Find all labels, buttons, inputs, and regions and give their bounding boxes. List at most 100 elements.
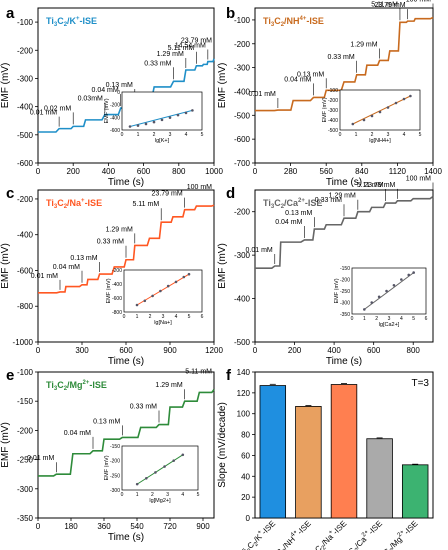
inset-x-tick-label: 1 [136,314,139,320]
inset-point [154,471,157,474]
y-tick-label: -500 [17,131,34,140]
y-tick-label: -200 [17,46,34,55]
inset-x-tick-label: 1 [363,316,366,322]
inset-point [182,275,186,279]
inset-y-tick-label: -150 [110,444,120,450]
panel-title: Ti3C2/K+-ISE [46,16,97,28]
x-tick-label: 300 [75,346,89,355]
bar [330,384,358,519]
inset-x-tick-label: 2 [371,132,374,138]
concentration-label: 0.13 mM [93,418,120,425]
inset-y-tick-label: -250 [340,289,350,295]
inset-point [386,106,390,109]
inset-y-tick-label: -600 [112,296,122,302]
panel-letter: d [226,185,235,202]
x-tick-label: 400 [102,167,116,176]
inset-point [172,459,175,462]
inset-x-tick-label: 5 [201,132,204,138]
inset-calibration: 0 1 2 3 4 5 -600 -400 -200 0 lg[K+] EMF (mV) [104,90,204,144]
inset-fit-line [129,109,193,128]
concentration-label: 1.29 mM [155,382,182,389]
inset-x-tick-label: 4 [185,132,188,138]
y-tick-label: 40 [241,472,250,481]
inset-x-tick-label: 3 [162,314,165,320]
inset-y-tick-label: -400 [112,282,122,288]
inset-point [377,295,381,299]
inset-point [181,453,185,457]
inset-x-tick-label: 2 [151,492,154,498]
inset-calibration: 0 1 2 3 4 5 6 -800 -600 -400 -200 lg[Na+] EMF (mV) [106,268,204,326]
concentration-label: 1.29 mM [157,51,184,58]
x-tick-label: 900 [163,346,177,355]
y-tick-label: 60 [241,451,250,460]
y-tick-label: -200 [234,40,251,49]
inset-point [351,122,355,126]
x-tick-label: 800 [407,346,421,355]
concentration-label: 0.01 mM [27,455,54,462]
concentration-label: 5.11 mM [132,201,159,208]
inset-point [151,294,154,298]
inset-point [176,113,180,117]
concentration-label: 0.04 mM [64,430,91,437]
y-tick-label: 0 [246,514,251,523]
inset-point [168,116,172,119]
x-tick-label: 280 [284,167,298,176]
x-tick-label: 0 [253,346,258,355]
inset-x-tick-label: 2 [149,314,152,320]
inset-x-tick-label: 5 [419,132,422,138]
inset-calibration: 0 1 2 3 4 5 -300 -250 -200 -150 lg[Mg2+] EMF (mV) [104,444,200,504]
inset-y-tick-label: -800 [112,310,122,316]
concentration-label: 0.33 mM [144,60,171,67]
x-tick-label: 0 [36,346,41,355]
y-tick-label: -300 [17,485,34,494]
inset-fit-line [136,454,184,485]
y-tick-label: 80 [241,431,250,440]
x-tick-label: 1400 [424,167,442,176]
inset-y-tick-label: -300 [340,301,350,307]
inset-y-tick-label: -200 [110,459,120,465]
inset-x-tick-label: 0 [121,492,124,498]
concentration-label: 0.33 mM [130,404,157,411]
bar [259,385,287,519]
panel-title: Ti3C2/Na+-ISE [46,198,102,210]
inset-x-tick-label: 1 [136,492,139,498]
concentration-label: 5.11 mM [357,182,384,189]
x-tick-label: 1120 [389,167,407,176]
concentration-label: 0.13 mM [106,82,133,89]
y-tick-label: -500 [234,338,251,347]
panel-f: f 0 20 40 60 80 100 120 140 Slope (mV/decade) Ti3C… [217,367,434,550]
y-tick-label: -200 [17,195,34,204]
y-tick-label: 100 [237,410,251,419]
inset-x-label: lg[Mg2+] [149,498,171,504]
inset-x-tick-label: 4 [181,492,184,498]
y-tick-label: -100 [17,18,34,27]
x-tick-label: 360 [97,522,111,531]
concentration-label: 23.79 mM [181,38,212,45]
inset-point [135,303,139,307]
inset-y-label: EMF (mV) [106,278,112,303]
inset-point [145,476,148,480]
concentration-label: 0.13 mM [297,71,324,78]
inset-point [385,289,388,293]
y-tick-label: -200 [17,426,34,435]
inset-x-tick-label: 3 [388,316,391,322]
y-tick-label: -250 [17,456,34,465]
inset-x-label: lg[K+] [155,138,170,144]
inset-point [160,118,164,122]
y-tick-label: -300 [234,251,251,260]
inset-x-tick-label: 5 [197,492,200,498]
bar [401,464,429,519]
inset-point [402,97,406,101]
inset-x-tick-label: 3 [387,132,390,138]
y-tick-label: 20 [241,493,250,502]
x-tick-label: 0 [36,167,41,176]
x-tick-label: 1200 [205,346,223,355]
concentration-label: 0.01 mM [246,247,273,254]
inset-y-tick-label: -350 [340,312,350,318]
inset-y-tick-label: -300 [328,108,338,114]
inset-x-label: lg[Ca2+] [379,322,400,328]
x-axis-label: Time (s) [108,356,144,367]
inset-x-tick-label: 1 [137,132,140,138]
x-tick-label: 400 [327,346,341,355]
